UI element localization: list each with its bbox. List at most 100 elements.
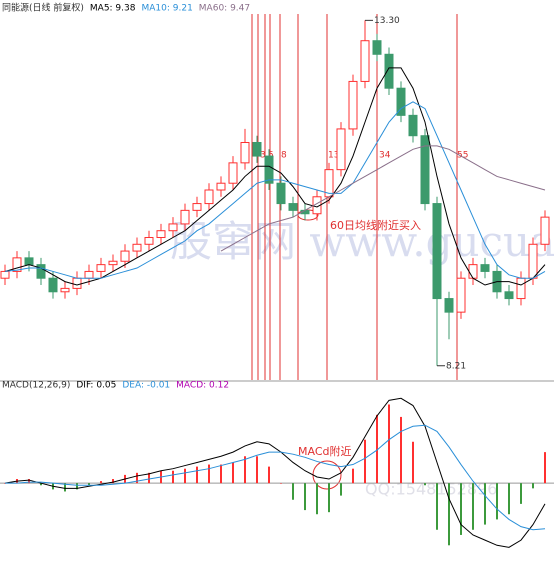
macd-bar bbox=[544, 452, 546, 484]
macd-bar bbox=[400, 416, 402, 484]
legend-entry: MA10: 9.21 bbox=[141, 4, 192, 14]
candle-body bbox=[432, 203, 442, 300]
extreme-label: 13.30 bbox=[374, 16, 400, 26]
macd-bar bbox=[532, 483, 534, 489]
macd-bar bbox=[448, 483, 450, 546]
macd-bar bbox=[292, 483, 294, 500]
candle-body bbox=[336, 128, 346, 171]
candle-body bbox=[60, 287, 70, 293]
legend-entry: DEA: -0.01 bbox=[122, 381, 170, 391]
candle-body bbox=[540, 216, 550, 245]
candle-body bbox=[108, 260, 118, 266]
macd-bar bbox=[460, 483, 462, 535]
candle-body bbox=[228, 162, 238, 184]
macd-bar bbox=[388, 404, 390, 484]
fib-label: 13 bbox=[328, 151, 339, 161]
macd-bar bbox=[184, 468, 186, 484]
ma-line bbox=[220, 145, 546, 252]
candle-body bbox=[408, 114, 418, 137]
candle-body bbox=[216, 182, 226, 191]
candle-body bbox=[24, 257, 34, 266]
watermark-qq: QQ:1548152896 bbox=[365, 480, 497, 499]
macd-bar bbox=[436, 483, 438, 530]
candle-body bbox=[132, 243, 142, 252]
macd-bar bbox=[196, 466, 198, 484]
candle-body bbox=[48, 277, 58, 293]
candle-body bbox=[0, 270, 10, 279]
macd-bar bbox=[316, 483, 318, 515]
macd-bar bbox=[340, 483, 342, 496]
macd-bar bbox=[412, 441, 414, 484]
candle-body bbox=[456, 277, 466, 313]
macd-bar bbox=[100, 481, 102, 484]
macd-bar bbox=[208, 464, 210, 484]
macd-bar bbox=[508, 483, 510, 515]
fib-label: 3 bbox=[260, 151, 266, 161]
macd-bar bbox=[472, 483, 474, 530]
macd-bar bbox=[328, 483, 330, 513]
macd-line bbox=[5, 424, 546, 531]
macd-bar bbox=[88, 483, 90, 486]
macd-bar bbox=[148, 472, 150, 484]
macd-bar bbox=[232, 462, 234, 484]
legend-entry: MACD: 0.12 bbox=[176, 381, 229, 391]
candle-body bbox=[192, 203, 202, 211]
macd-bar bbox=[424, 483, 426, 486]
chart-title: MACD(12,26,9) bbox=[2, 381, 70, 391]
note-macd: MACd附近 bbox=[298, 444, 352, 458]
candle-body bbox=[372, 40, 382, 55]
fib-label: 34 bbox=[379, 151, 391, 161]
macd-bar bbox=[172, 470, 174, 484]
candle-body bbox=[288, 203, 298, 211]
chart-title: 同能源(日线 前复权) bbox=[2, 2, 84, 14]
ma-line bbox=[4, 67, 546, 286]
candle-body bbox=[84, 270, 94, 279]
candle-body bbox=[156, 230, 166, 238]
candle-body bbox=[360, 40, 370, 82]
candle-body bbox=[240, 142, 250, 164]
candle-body bbox=[168, 223, 178, 232]
candle-body bbox=[480, 264, 490, 272]
legend-entry: DIF: 0.05 bbox=[76, 381, 116, 391]
candle-body bbox=[36, 264, 46, 279]
candle-body bbox=[528, 243, 538, 279]
fib-label: 5 bbox=[268, 151, 274, 161]
fib-label: 8 bbox=[281, 151, 287, 161]
macd-bar bbox=[64, 483, 66, 492]
legend-entry: MA60: 9.47 bbox=[199, 4, 250, 14]
macd-bar bbox=[76, 483, 78, 490]
candle-body bbox=[12, 257, 22, 272]
macd-bar bbox=[364, 439, 366, 484]
candle-body bbox=[264, 155, 274, 184]
fib-label: 55 bbox=[457, 151, 468, 161]
macd-bar bbox=[220, 464, 222, 484]
macd-bar bbox=[280, 483, 282, 484]
candle-body bbox=[444, 298, 454, 313]
candle-body bbox=[396, 87, 406, 116]
macd-bar bbox=[520, 483, 522, 504]
candle-body bbox=[180, 209, 190, 225]
candle-body bbox=[120, 250, 130, 262]
macd-line bbox=[4, 397, 546, 548]
candle-body bbox=[72, 277, 82, 289]
macd-bar bbox=[304, 483, 306, 511]
note-buy: 60日均线附近买入 bbox=[330, 218, 421, 232]
candle-body bbox=[276, 182, 286, 205]
candle-body bbox=[204, 189, 214, 205]
fib-labels: 3 5 8 13 34 55 bbox=[260, 151, 468, 161]
ma-line bbox=[4, 101, 546, 279]
macd-bar bbox=[376, 414, 378, 484]
watermark: 股窜网 www.gucuan.com bbox=[170, 217, 554, 266]
candle-body bbox=[96, 264, 106, 272]
candle-body bbox=[144, 237, 154, 245]
macd-bar bbox=[352, 468, 354, 484]
candle-body bbox=[468, 264, 478, 279]
macd-bar bbox=[112, 479, 114, 484]
macd-bar bbox=[136, 472, 138, 484]
candle-body bbox=[420, 135, 430, 205]
legend-entry: MA5: 9.38 bbox=[90, 4, 136, 14]
candle-body bbox=[516, 277, 526, 300]
macd-bar bbox=[496, 483, 498, 520]
candle-body bbox=[252, 142, 262, 157]
extreme-label: 8.21 bbox=[446, 361, 466, 371]
